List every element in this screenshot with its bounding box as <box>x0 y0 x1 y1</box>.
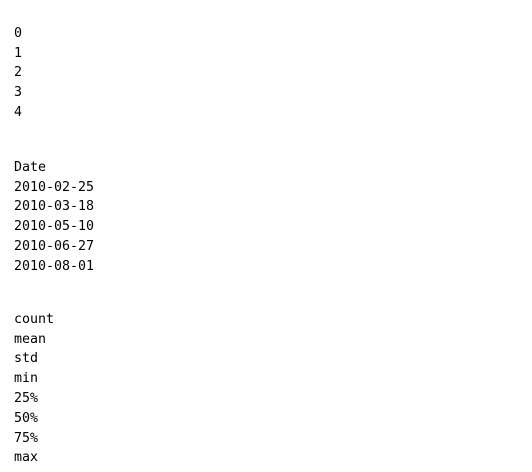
date-indexed-table: Total Revenue Total Cost Total Profit Da… <box>0 138 94 277</box>
table-row: count1.000000e+021.000000e+021.000000e+0… <box>0 310 54 330</box>
row-index: 2 <box>14 65 23 81</box>
table-row: 2010-08-011082418.40354995.20727423.20 <box>0 257 94 277</box>
row-index-date: 2010-03-18 <box>14 199 95 215</box>
table-row: std1.460029e+061.083938e+064.385379e+05 <box>0 349 38 369</box>
row-stat-label: mean <box>14 331 47 347</box>
table-row: 19/15/2012576782.80328376.44248406.36 <box>0 44 32 64</box>
table-row: 2010-02-253162704.801904929.221257775.58 <box>0 178 94 198</box>
row-stat-label: count <box>14 311 55 327</box>
table-row: 50%7.523144e+053.635664e+052.907680e+05 <box>0 409 38 429</box>
row-index-date: 2010-05-10 <box>14 219 95 235</box>
row-index-date: 2010-08-01 <box>14 258 95 274</box>
row-stat-label: min <box>14 371 39 387</box>
table-row: 2010-06-272533654.001582243.50951410.50 <box>0 237 94 257</box>
table-header-row: Date Total Revenue Total Cost Total Prof… <box>0 4 32 24</box>
table-header-row: Total Revenue Total Cost Total Profit <box>0 290 32 310</box>
row-index-date: 2010-06-27 <box>14 238 95 254</box>
table-row: 06/27/20102533654.001582243.50951410.50 <box>0 24 32 44</box>
row-index-date: 2010-02-25 <box>14 179 95 195</box>
table-row: 25%2.687212e+051.688680e+051.214436e+05 <box>0 389 38 409</box>
table-row: mean1.373488e+069.318057e+054.416820e+05 <box>0 330 46 350</box>
table-row: 37/5/201475591.6656065.8419525.82 <box>0 83 32 103</box>
table-row: 2010-05-1054319.2640288.2414031.02 <box>0 217 94 237</box>
row-index: 1 <box>14 45 23 61</box>
row-stat-label: std <box>14 351 39 367</box>
table-row: 25/8/20141158502.59933903.84224598.75 <box>0 63 32 83</box>
dataframe-head-table: Date Total Revenue Total Cost Total Prof… <box>0 4 32 123</box>
row-stat-label: max <box>14 450 39 466</box>
row-stat-label: 75% <box>14 430 39 446</box>
table-body: 2010-02-253162704.801904929.221257775.58… <box>0 178 94 277</box>
describe-stats-table: Total Revenue Total Cost Total Profit co… <box>0 290 54 468</box>
table-row: max5.997055e+064.509794e+061.719922e+06 <box>0 448 38 468</box>
table-body: 06/27/20102533654.001582243.50951410.501… <box>0 24 32 123</box>
row-index: 4 <box>14 104 23 120</box>
table-row: 75%2.212045e+061.613870e+066.358288e+05 <box>0 429 38 449</box>
table-header-row: Total Revenue Total Cost Total Profit <box>0 138 32 158</box>
table-row: 2010-03-18247956.3281320.96166635.36 <box>0 197 94 217</box>
index-name-row: Date <box>0 158 46 178</box>
table-body: count1.000000e+021.000000e+021.000000e+0… <box>0 310 54 468</box>
table-row: min4.870260e+033.612240e+031.258020e+03 <box>0 369 38 389</box>
table-row: 42/6/20133296425.022657347.52639077.50 <box>0 103 32 123</box>
row-index: 3 <box>14 85 23 101</box>
row-index: 0 <box>14 25 23 41</box>
row-stat-label: 25% <box>14 390 39 406</box>
row-stat-label: 50% <box>14 410 39 426</box>
index-name-label: Date <box>14 159 47 175</box>
